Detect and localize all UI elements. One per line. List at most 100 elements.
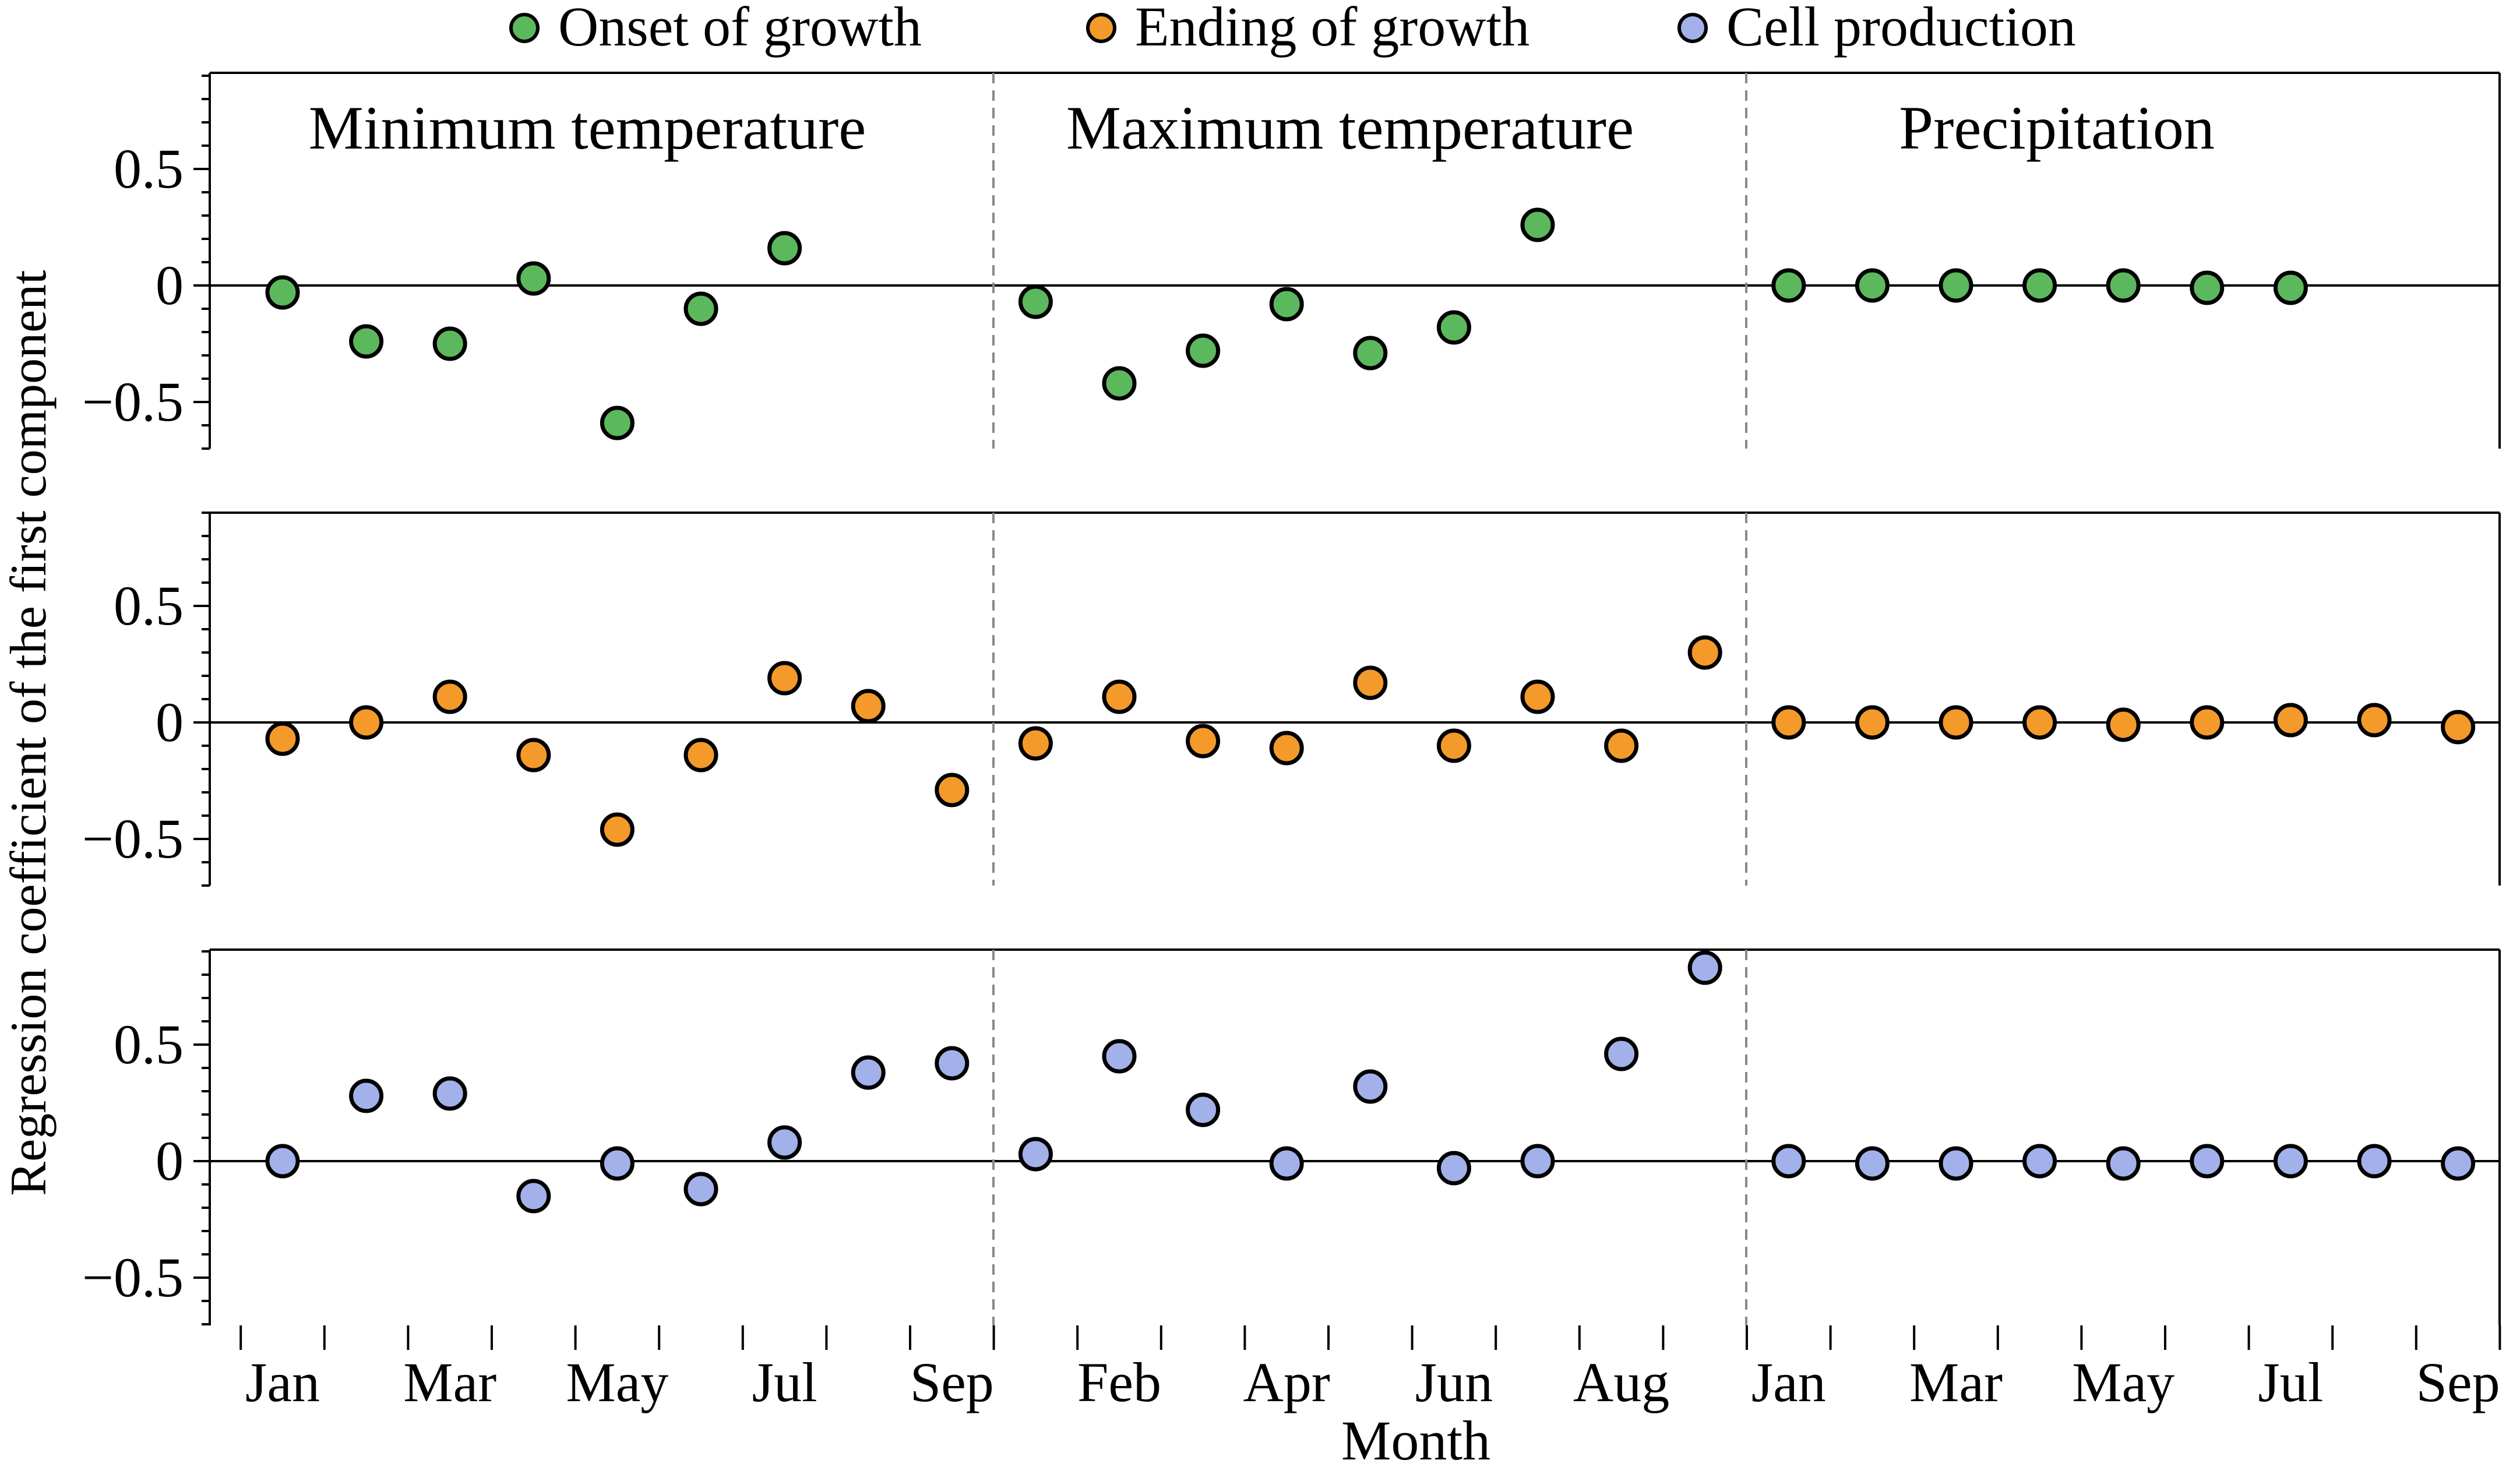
data-point-onset-of-growth <box>432 326 467 361</box>
data-point-ending-of-growth <box>265 721 300 756</box>
legend-label-ending-of-growth: Ending of growth <box>1135 0 1529 58</box>
data-point-ending-of-growth <box>2441 710 2476 745</box>
data-point-cell-production <box>1186 1092 1221 1127</box>
data-point-onset-of-growth <box>349 324 384 359</box>
data-point-cell-production <box>1102 1039 1137 1074</box>
data-point-onset-of-growth <box>2106 268 2141 303</box>
data-point-onset-of-growth <box>1186 333 1221 368</box>
data-point-onset-of-growth <box>1771 268 1806 303</box>
data-point-onset-of-growth <box>683 291 718 326</box>
data-point-ending-of-growth <box>600 812 635 847</box>
data-point-cell-production <box>1353 1069 1388 1104</box>
y-tick-label: 0.5 <box>114 574 184 637</box>
data-point-ending-of-growth <box>1018 726 1053 761</box>
data-point-ending-of-growth <box>1520 679 1555 714</box>
panel-cell-production: −0.5 0 0.5 <box>82 948 2501 1325</box>
legend-label-onset-of-growth: Onset of growth <box>558 0 922 58</box>
data-point-cell-production <box>349 1078 384 1113</box>
data-point-cell-production <box>935 1046 970 1081</box>
legend-item-cell-production: Cell production <box>1677 0 2076 58</box>
data-point-onset-of-growth <box>265 275 300 310</box>
data-point-onset-of-growth <box>2273 270 2308 305</box>
data-point-cell-production <box>851 1055 886 1090</box>
data-point-onset-of-growth <box>600 405 635 440</box>
y-tick-label: 0 <box>156 691 184 753</box>
x-tick-label: Feb <box>1077 1351 1161 1413</box>
x-tick-label: Jul <box>752 1351 817 1413</box>
data-point-ending-of-growth <box>767 661 802 696</box>
data-point-cell-production <box>2190 1144 2225 1179</box>
data-point-onset-of-growth <box>1102 366 1137 401</box>
x-tick-label: May <box>566 1351 668 1413</box>
x-tick-label: Jun <box>1415 1351 1493 1413</box>
data-point-onset-of-growth <box>516 261 551 296</box>
data-point-onset-of-growth <box>1855 268 1890 303</box>
data-point-ending-of-growth <box>2106 707 2141 742</box>
data-point-ending-of-growth <box>1687 635 1722 670</box>
y-tick-label: −0.5 <box>82 371 184 433</box>
section-title-maximum-temperature: Maximum temperature <box>1066 94 1634 162</box>
data-point-onset-of-growth <box>1520 207 1555 242</box>
data-point-ending-of-growth <box>349 705 384 740</box>
data-point-ending-of-growth <box>432 679 467 714</box>
x-axis: Jan Mar May Jul Sep Feb Apr Jun Aug Jan Mar May Jul S… <box>239 1325 2501 1413</box>
panel-ending-of-growth: −0.5 0 0.5 <box>82 512 2501 887</box>
y-tick-label: 0 <box>156 254 184 316</box>
data-point-onset-of-growth <box>1269 287 1304 322</box>
data-point-cell-production <box>1687 950 1722 985</box>
x-tick-label: Jan <box>245 1351 320 1413</box>
data-point-ending-of-growth <box>1939 705 1973 740</box>
data-point-cell-production <box>2273 1144 2308 1179</box>
data-point-cell-production <box>2441 1146 2476 1181</box>
y-tick-label: −0.5 <box>82 807 184 870</box>
data-point-ending-of-growth <box>1102 679 1137 714</box>
x-tick-label: Sep <box>2416 1351 2500 1413</box>
data-point-cell-production <box>2106 1146 2141 1181</box>
section-title-precipitation: Precipitation <box>1899 94 2215 162</box>
data-point-cell-production <box>265 1144 300 1179</box>
data-point-ending-of-growth <box>1771 705 1806 740</box>
data-point-ending-of-growth <box>935 773 970 807</box>
legend-marker-cell-production <box>1677 13 1708 43</box>
x-tick-label: Jul <box>2258 1351 2323 1413</box>
data-point-ending-of-growth <box>683 738 718 773</box>
y-tick-label: 0 <box>156 1130 184 1192</box>
data-point-ending-of-growth <box>1436 728 1471 763</box>
data-point-cell-production <box>767 1125 802 1160</box>
data-point-ending-of-growth <box>1186 724 1221 759</box>
data-point-cell-production <box>1604 1036 1639 1071</box>
data-point-ending-of-growth <box>1604 728 1639 763</box>
data-point-onset-of-growth <box>767 231 802 266</box>
data-point-onset-of-growth <box>2190 270 2225 305</box>
data-point-ending-of-growth <box>2357 703 2392 738</box>
data-point-onset-of-growth <box>1353 336 1388 371</box>
x-tick-label: Mar <box>1909 1351 2003 1413</box>
data-point-cell-production <box>683 1172 718 1207</box>
legend-marker-ending-of-growth <box>1086 13 1116 43</box>
panels: −0.5 0 0.5 Minimum temperature Maximum tempe… <box>82 72 2501 1325</box>
y-tick-label: 0.5 <box>114 137 184 200</box>
data-point-cell-production <box>432 1076 467 1111</box>
legend-item-onset-of-growth: Onset of growth <box>509 0 922 58</box>
y-tick-label: −0.5 <box>82 1246 184 1309</box>
data-point-onset-of-growth <box>1018 284 1053 319</box>
data-point-cell-production <box>1771 1144 1806 1179</box>
x-tick-label: Apr <box>1243 1351 1330 1413</box>
y-tick-label: 0.5 <box>114 1013 184 1075</box>
data-point-cell-production <box>516 1179 551 1214</box>
data-point-onset-of-growth <box>1939 268 1973 303</box>
data-point-onset-of-growth <box>1436 310 1471 345</box>
data-point-cell-production <box>1018 1137 1053 1172</box>
data-point-cell-production <box>1939 1146 1973 1181</box>
data-point-ending-of-growth <box>851 689 886 724</box>
x-tick-label: May <box>2072 1351 2174 1413</box>
data-point-cell-production <box>1520 1144 1555 1179</box>
x-tick-label: Aug <box>1573 1351 1669 1413</box>
panel-onset-of-growth: −0.5 0 0.5 Minimum temperature Maximum tempe… <box>82 72 2501 450</box>
data-point-ending-of-growth <box>516 738 551 773</box>
data-point-cell-production <box>1436 1151 1471 1186</box>
legend: Onset of growth Ending of growth Cell prod… <box>509 0 2076 58</box>
data-point-ending-of-growth <box>2190 705 2225 740</box>
data-point-ending-of-growth <box>1353 665 1388 700</box>
legend-item-ending-of-growth: Ending of growth <box>1086 0 1529 58</box>
